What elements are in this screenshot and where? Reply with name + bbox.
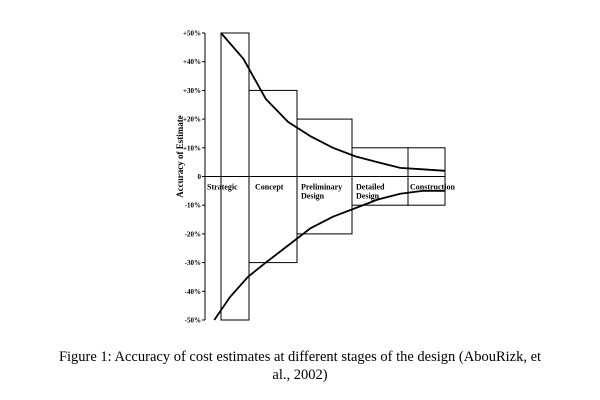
- y-tick-label: +50%: [183, 30, 201, 38]
- y-tick-label: -40%: [185, 288, 201, 296]
- stage-label: Concept: [255, 183, 284, 192]
- y-tick-label: 0: [198, 173, 202, 181]
- y-tick-label: +20%: [183, 116, 201, 124]
- stage-label: Design: [301, 192, 325, 201]
- y-axis-label: Accuracy of Estimate: [175, 115, 185, 197]
- caption-line-2: al., 2002): [272, 367, 328, 383]
- y-tick-label: +10%: [183, 144, 201, 152]
- figure-caption: Figure 1: Accuracy of cost estimates at …: [0, 348, 600, 384]
- stage-label: Detailed: [356, 183, 385, 192]
- stage-label: Construction: [410, 183, 455, 192]
- y-tick-label: +40%: [183, 58, 201, 66]
- accuracy-chart: +50% +40% +30% +20% +10% 0 -10% -20% -30% -40% -50…: [175, 30, 455, 325]
- y-tick-label: -10%: [185, 202, 201, 210]
- stage-labels: Strategic Concept PreliminaryDesignDetaile…: [207, 183, 455, 201]
- stage-label: Design: [356, 192, 380, 201]
- y-tick-label: +30%: [183, 87, 201, 95]
- y-axis-ticks: +50% +40% +30% +20% +10% 0 -10% -20% -30% -40% -50…: [183, 30, 205, 325]
- caption-line-1: Figure 1: Accuracy of cost estimates at …: [58, 349, 542, 365]
- upper-accuracy-curve: [220, 32, 446, 172]
- lower-accuracy-curve: [213, 190, 445, 321]
- y-tick-label: -20%: [185, 230, 201, 238]
- stage-label: Preliminary: [301, 183, 342, 192]
- y-tick-label: -50%: [185, 317, 201, 325]
- y-tick-label: -30%: [185, 259, 201, 267]
- stage-label: Strategic: [207, 183, 238, 192]
